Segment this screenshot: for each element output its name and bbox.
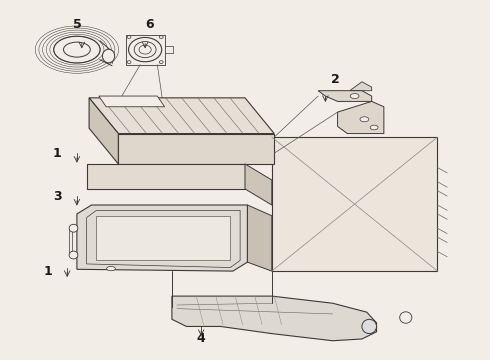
Ellipse shape [128,37,162,62]
Text: 4: 4 [197,333,205,346]
Polygon shape [338,102,384,134]
Text: 2: 2 [331,73,340,86]
Ellipse shape [362,319,376,334]
Ellipse shape [360,117,369,122]
Polygon shape [245,164,272,205]
Ellipse shape [127,61,131,64]
Polygon shape [172,296,376,341]
Polygon shape [77,205,247,271]
Ellipse shape [139,45,151,54]
Ellipse shape [102,49,115,63]
Ellipse shape [127,36,131,39]
Ellipse shape [400,312,412,323]
Polygon shape [272,137,438,271]
Polygon shape [247,205,272,271]
Polygon shape [318,91,372,102]
Ellipse shape [350,94,359,99]
Polygon shape [97,216,230,260]
Ellipse shape [370,125,378,130]
Ellipse shape [134,41,156,58]
Text: 3: 3 [53,190,62,203]
Text: 1: 1 [43,265,52,278]
Polygon shape [69,229,72,253]
Ellipse shape [69,251,78,259]
Ellipse shape [107,266,116,271]
Polygon shape [89,98,274,134]
Ellipse shape [159,61,163,64]
Polygon shape [125,35,165,64]
Polygon shape [99,96,165,107]
Ellipse shape [64,42,90,57]
Polygon shape [87,164,245,189]
Polygon shape [118,134,274,164]
Polygon shape [350,82,372,91]
Ellipse shape [159,36,163,39]
Polygon shape [89,98,118,164]
Text: 1: 1 [53,147,62,160]
Ellipse shape [54,36,100,63]
Text: 6: 6 [146,18,154,31]
Polygon shape [165,46,173,53]
Ellipse shape [69,224,78,232]
Text: 5: 5 [73,18,81,31]
